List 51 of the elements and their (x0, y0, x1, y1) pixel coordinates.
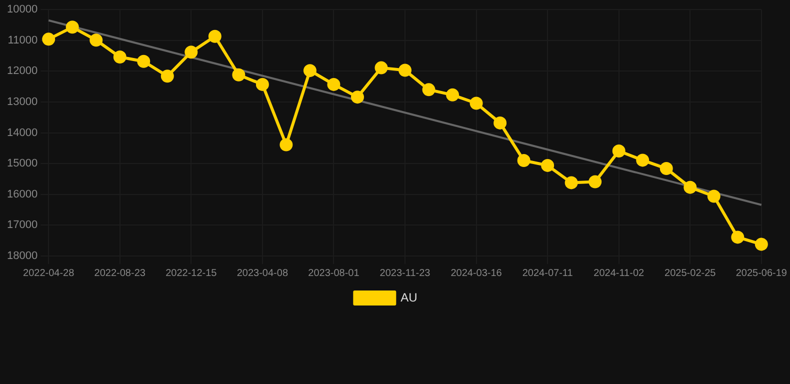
point (684, 180, 697, 194)
x-tick-label: 2025-06-19 (736, 268, 788, 279)
y-tick-label: 12000 (6, 65, 38, 78)
point (66, 20, 79, 34)
point (280, 138, 293, 152)
point (232, 68, 246, 82)
point (256, 78, 269, 91)
point (731, 230, 744, 244)
x-tick-label: 2023-04-08 (236, 268, 288, 279)
point (636, 154, 650, 167)
point (184, 46, 198, 59)
x-tick-label: 2024-07-11 (522, 268, 574, 279)
x-tick-label: 2022-12-15 (166, 268, 218, 279)
point (350, 90, 364, 104)
point (470, 96, 483, 110)
y-tick-label: 13000 (6, 96, 38, 108)
point (494, 116, 507, 130)
point (303, 64, 316, 78)
point (754, 238, 768, 251)
point (660, 162, 673, 176)
point (588, 175, 602, 188)
x-tick-label: 2024-11-02 (594, 268, 644, 279)
point (612, 144, 626, 158)
point (90, 34, 103, 47)
x-tick-label: 2023-11-23 (380, 268, 431, 279)
point (374, 61, 388, 74)
x-tick-label: 2025-02-25 (664, 268, 716, 279)
x-tick-label: 2023-08-01 (308, 268, 360, 279)
y-tick-label: 18000 (6, 250, 38, 262)
legend-label: AU (400, 290, 418, 304)
point (564, 176, 578, 190)
point (422, 83, 436, 96)
point (446, 88, 460, 102)
x-tick-label: 2022-04-28 (23, 268, 75, 279)
y-tick-label: 14000 (6, 126, 38, 139)
point (160, 70, 174, 83)
point (517, 154, 530, 168)
point (707, 190, 720, 203)
y-tick-label: 11000 (8, 34, 38, 46)
point (398, 64, 412, 77)
point (137, 54, 150, 68)
y-tick-label: 17000 (6, 219, 38, 232)
point (113, 50, 126, 64)
x-tick-label: 2022-08-23 (94, 268, 146, 279)
y-tick-label: 10000 (6, 4, 38, 16)
y-tick-label: 16000 (6, 188, 38, 200)
point (327, 78, 340, 91)
x-tick-label: 2024-03-16 (450, 268, 502, 279)
point (541, 158, 554, 172)
y-tick-label: 15000 (6, 158, 38, 170)
point (208, 30, 222, 43)
